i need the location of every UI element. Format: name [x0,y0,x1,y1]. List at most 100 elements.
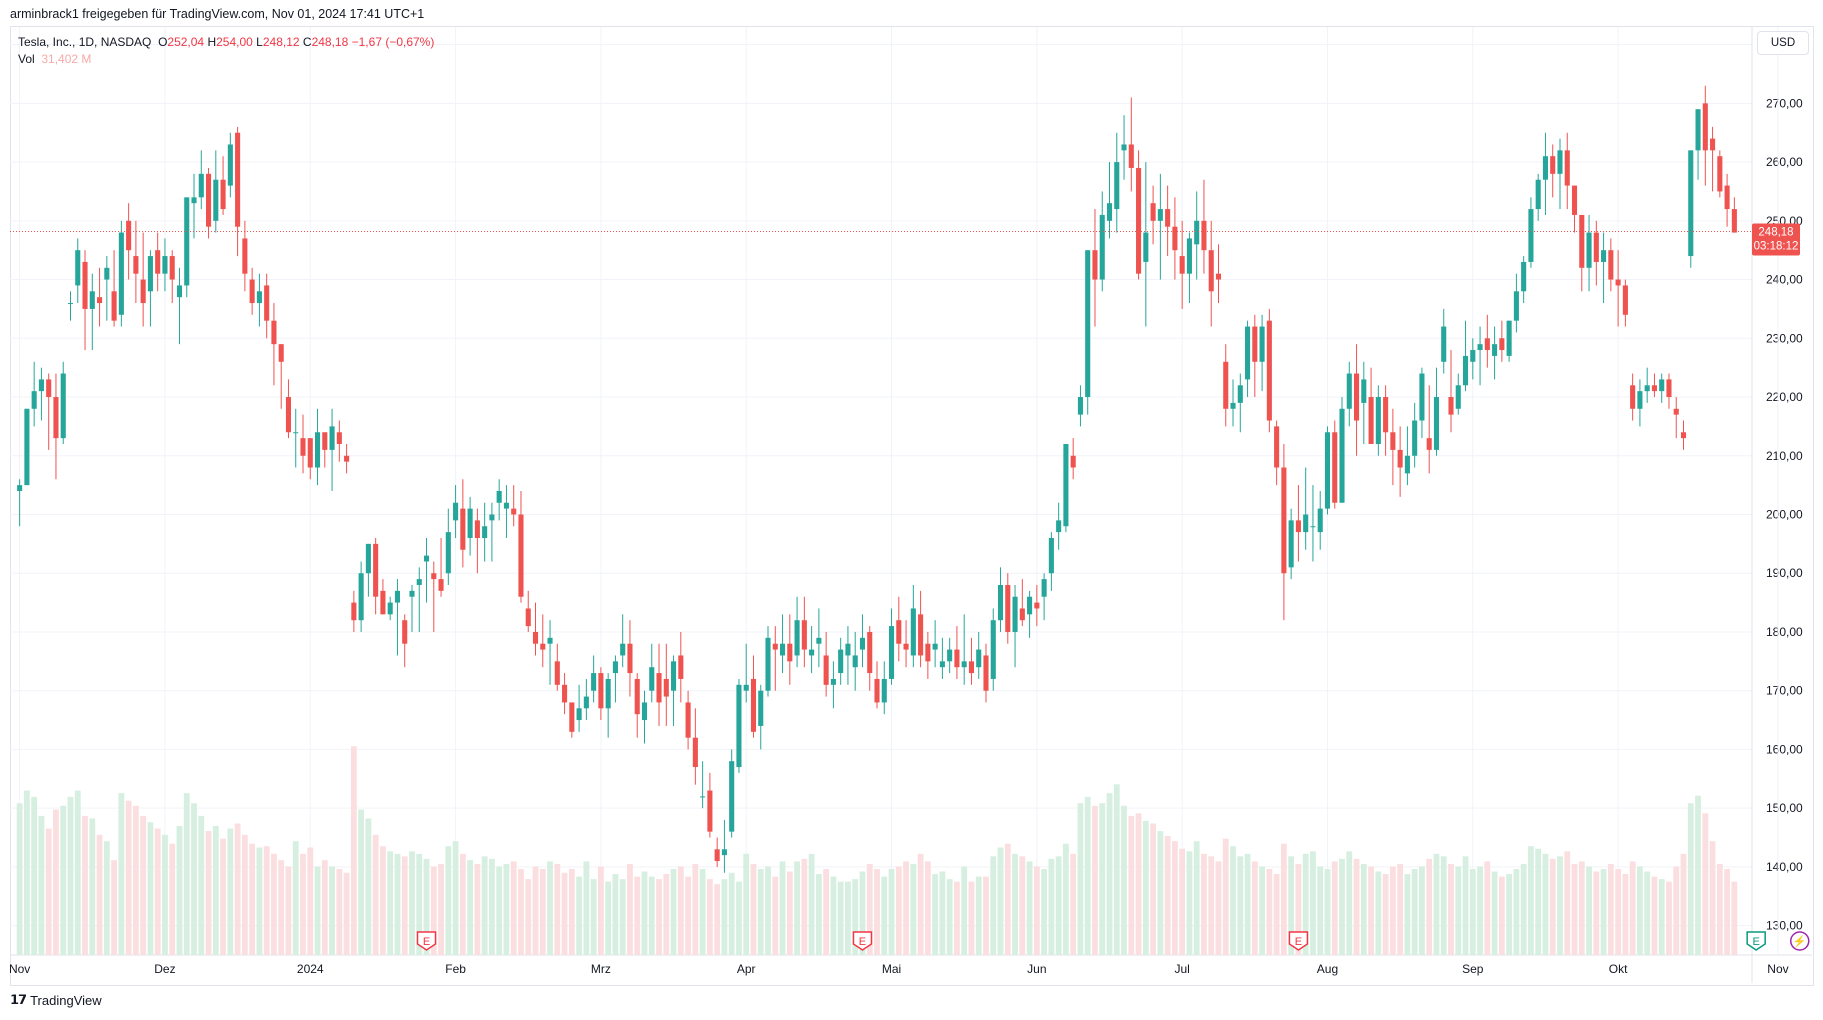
candle-body [1114,162,1120,210]
candle-body [314,432,321,468]
candle-body [322,432,328,450]
volume-bar [321,860,328,955]
candle-body [801,620,807,650]
footer-brand-text: TradingView [30,992,102,1008]
candle-body [532,631,539,644]
volume-bar [590,879,597,955]
candle-body [700,796,706,798]
candle-body [859,637,866,650]
volume-bar [561,872,568,955]
candle-body [1136,167,1142,274]
y-tick-label: 190,00 [1766,566,1803,580]
volume-bar [271,853,277,955]
volume-bar [888,869,895,955]
volume-bar [685,876,691,955]
candle-body [336,432,342,445]
volume-bar [263,846,270,955]
volume-bar [1251,861,1258,955]
candle-body [663,678,669,697]
candle-body [1659,379,1665,392]
currency-button[interactable]: USD [1757,31,1809,55]
volume-bar [823,869,830,955]
volume-bar [489,858,495,955]
x-tick-label: Jun [1027,962,1046,976]
volume-bar [1528,846,1534,955]
earnings-event-icon[interactable] [852,931,873,951]
volume-bar [866,863,873,955]
candle-body [1412,420,1418,456]
volume-bar [808,853,815,955]
volume-bar [895,866,902,955]
volume-bar [1622,874,1629,955]
earnings-event-icon[interactable] [1288,931,1309,951]
volume-bar [380,846,386,955]
volume-bar [365,818,372,955]
y-tick-label: 180,00 [1766,625,1803,639]
volume-bar [220,838,226,955]
candle-body [1426,438,1432,450]
flash-event-icon[interactable] [1790,931,1810,951]
candle-body [634,678,640,715]
candle-body [264,285,270,321]
x-tick-label: Mai [882,962,901,976]
volume-bar [336,869,343,955]
candle-body [249,279,255,304]
volume-bar [45,828,52,955]
footer-branding[interactable]: 𝟭𝟳 TradingView [10,992,102,1008]
candle-body [1208,250,1214,292]
candle-body [46,379,52,398]
candle-body [787,643,793,662]
volume-bar [1571,863,1578,955]
volume-bar [82,815,88,955]
candle-body [482,526,488,538]
candle-body [1492,344,1498,356]
volume-bar [743,853,750,955]
volume-bar [1680,853,1687,955]
candle-body [1470,350,1476,362]
volume-bar [1731,881,1738,955]
candle-body [17,485,23,491]
volume-bar [53,809,59,955]
volume-bar [786,871,793,955]
candle-body [620,643,626,656]
volume-bar [510,861,517,955]
candle-body [932,643,938,650]
volume-bar [1273,874,1280,955]
candle-body [300,438,306,456]
candle-body [1571,185,1578,215]
last-price-tag [1752,223,1800,256]
candle-body [772,643,778,650]
candle-body [1651,385,1657,392]
volume-bar [67,796,74,955]
candle-body [155,250,161,274]
volume-bar [1302,853,1309,955]
candle-body [983,655,989,691]
candle-body [852,655,858,668]
candle-body [554,661,560,685]
volume-bar [1142,820,1149,955]
legend-low: 248,12 [262,35,300,49]
volume-bar [568,869,575,955]
chart-pane[interactable] [10,26,1814,986]
candle-body [1092,250,1098,280]
candle-body [1361,379,1367,403]
candle-body [271,320,277,345]
volume-bar [772,876,779,955]
volume-bar [1041,869,1048,955]
candle-body [1608,250,1614,280]
candle-body [1731,209,1737,233]
candle-body [358,573,364,621]
volume-bar [1324,869,1331,955]
volume-bar [1230,846,1236,955]
earnings-event-icon[interactable] [416,931,437,951]
candle-body [1048,537,1054,574]
volume-bar [1724,869,1731,955]
candle-body [227,144,233,186]
candle-body [1041,579,1047,597]
candle-body [474,520,480,538]
candle-body [133,256,139,274]
earnings-event-icon[interactable] [1746,931,1766,951]
volume-bar [1433,853,1440,955]
candle-body [220,179,226,210]
